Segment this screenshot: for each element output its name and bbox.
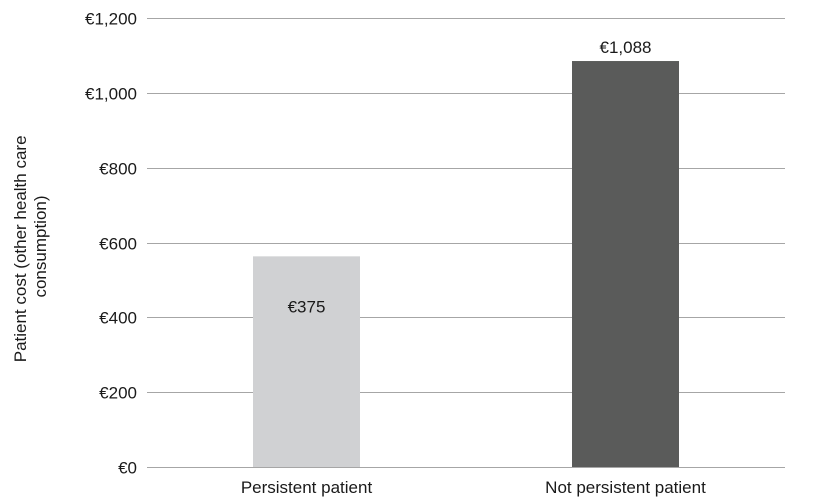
y-tick-label: €0 <box>118 459 137 478</box>
y-axis-title: Patient cost (other health care consumpt… <box>11 131 50 363</box>
y-tick-label: €1,000 <box>85 85 137 104</box>
x-category-label: Persistent patient <box>241 478 373 497</box>
x-axis-categories: Persistent patient Not persistent patient <box>241 478 706 497</box>
y-axis-title-line-2: consumption) <box>31 195 50 297</box>
y-tick-label: €1,200 <box>85 10 137 29</box>
y-tick-label: €800 <box>99 160 137 179</box>
y-tick-label: €600 <box>99 235 137 254</box>
y-axis-ticks: €0 €200 €400 €600 €800 €1,000 €1,200 <box>85 10 137 478</box>
x-category-label: Not persistent patient <box>545 478 706 497</box>
bar <box>572 61 679 467</box>
y-tick-label: €400 <box>99 309 137 328</box>
data-label: €375 <box>288 297 326 316</box>
data-labels: €375 €1,088 <box>288 38 652 316</box>
bar <box>253 256 360 467</box>
data-label: €1,088 <box>600 38 652 57</box>
y-axis-title-line-1: Patient cost (other health care <box>11 135 30 362</box>
bars <box>253 61 679 467</box>
gridlines <box>147 18 785 468</box>
y-tick-label: €200 <box>99 384 137 403</box>
